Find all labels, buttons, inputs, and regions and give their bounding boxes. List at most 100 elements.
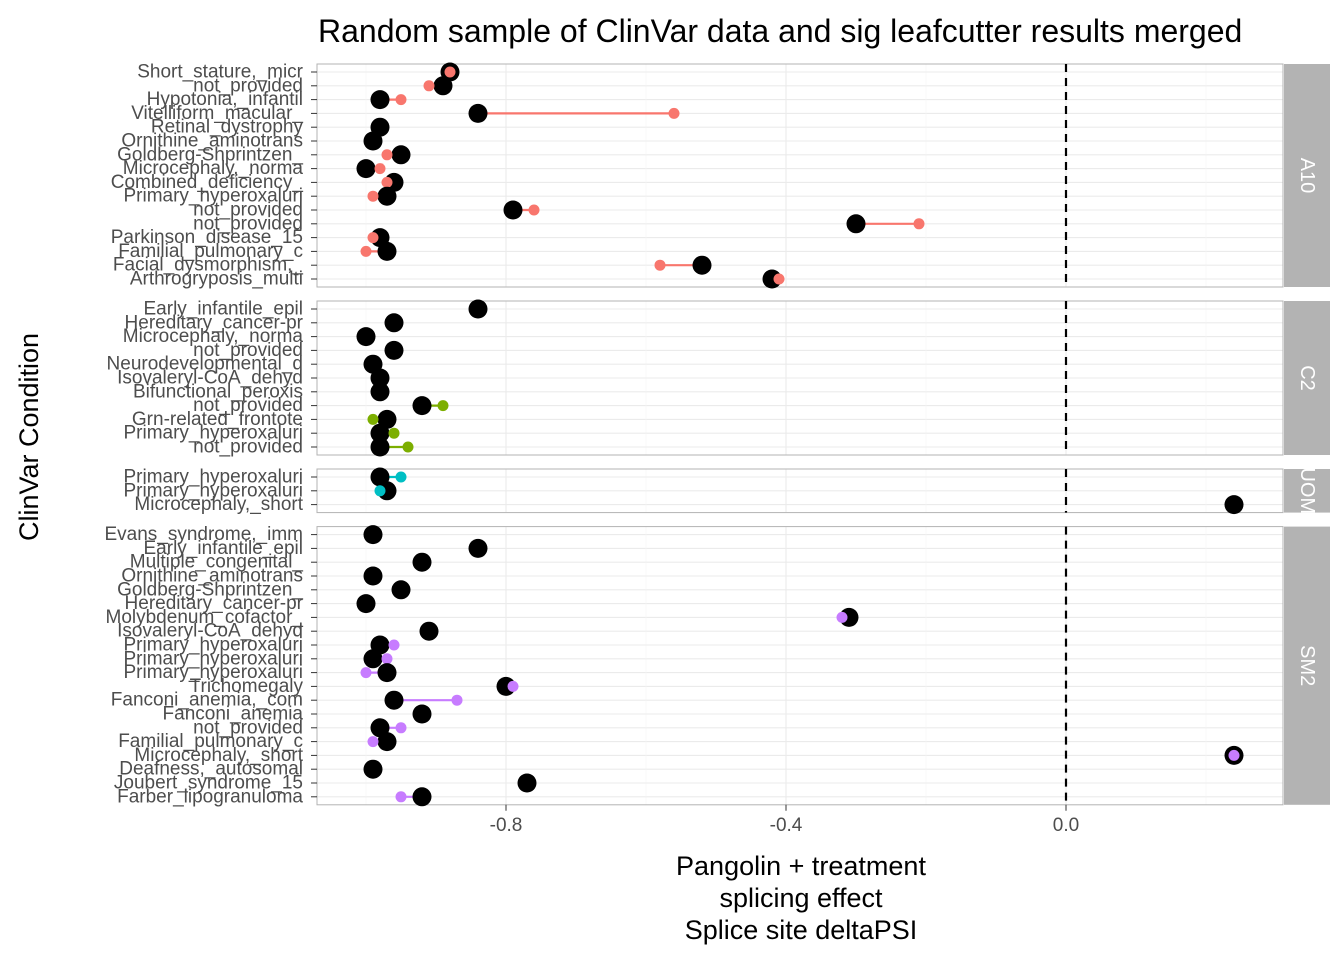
pangolin-point [377, 663, 397, 683]
facet-panels: A10 Short_stature,_micr not_provided Hypoto… [104, 62, 1330, 807]
pangolin-point [377, 241, 397, 261]
y-tick-label: not_provided [193, 437, 303, 458]
effect-point [388, 427, 400, 439]
y-tick-label: Joubert_syndrome_15 [114, 773, 303, 794]
pangolin-point [363, 525, 383, 545]
y-tick-label: Primary_hyperoxaluri [123, 467, 303, 488]
effect-point [773, 273, 785, 285]
effect-point [836, 611, 848, 623]
effect-point [395, 791, 407, 803]
y-tick-label: Trichomegaly [190, 676, 304, 697]
pangolin-point [419, 621, 439, 641]
y-tick-label: Vitelliform_macular_ [131, 103, 303, 124]
y-tick-label: Familial_pulmonary_c [118, 241, 303, 262]
effect-point [913, 218, 925, 230]
y-tick-label: Hypotonia,_infantil [147, 89, 303, 110]
effect-point [374, 163, 386, 175]
y-tick-label: not_provided [193, 717, 303, 738]
effect-point [668, 107, 680, 119]
y-tick-label: Evans_syndrome,_imm [104, 524, 303, 545]
y-tick-label: Grn-related_frontote [132, 409, 303, 430]
effect-point [402, 441, 414, 453]
pangolin-point [370, 382, 390, 402]
pangolin-point [377, 732, 397, 752]
y-tick-label: Primary_hyperoxaluri [123, 480, 303, 501]
pangolin-point [468, 103, 488, 123]
y-tick-label: Isovaleryl-CoA_dehyd [117, 368, 303, 389]
y-tick-label: Primary_hyperoxaluri [123, 648, 303, 669]
x-axis-ticks: -0.8 -0.4 0.0 [490, 804, 1079, 836]
y-tick-label: not_provided [193, 200, 303, 221]
pangolin-point [412, 552, 432, 572]
y-tick-label: Arthrogryposis_multi [130, 269, 303, 290]
facet-strip [1284, 526, 1330, 805]
effect-point [395, 94, 407, 106]
y-tick-label: Combined_deficiency_ [111, 172, 304, 193]
effect-point [507, 680, 519, 692]
y-tick-label: Facial_dysmorphism,_ [113, 255, 303, 276]
panel-c2: C2 Early_infantile_epilHereditary_cancer-… [107, 299, 1330, 458]
y-tick-label: Goldberg-Shprintzen_ [117, 144, 303, 165]
y-tick-label: Fanconi_anemia,_com [111, 690, 303, 711]
facet-strip [1284, 64, 1330, 287]
y-tick-label: Microcephaly,_norma [123, 326, 304, 347]
y-tick-label: Bifunctional_peroxis [133, 381, 303, 402]
y-tick-label: Primary_hyperoxaluri [123, 423, 303, 444]
pangolin-point [370, 90, 390, 110]
x-axis-title-line-1: Pangolin + treatment [676, 851, 926, 881]
y-tick-label: Primary_hyperoxaluri [123, 186, 303, 207]
pangolin-point [363, 131, 383, 151]
pangolin-point [1224, 495, 1244, 515]
effect-point [374, 485, 386, 497]
effect-point [367, 413, 379, 425]
effect-point [367, 736, 379, 748]
y-tick-label: Fanconi_anemia [163, 704, 304, 725]
y-tick-label: Hereditary_cancer-pr [125, 593, 304, 614]
y-tick-label: Familial_pulmonary_c [118, 731, 303, 752]
facet-strip-label: C2 [1296, 365, 1318, 391]
pangolin-point [363, 759, 383, 779]
effect-point [360, 245, 372, 257]
y-tick-label: Retinal_dystrophy [151, 117, 304, 138]
y-tick-label: Microcephaly,_short [134, 494, 303, 515]
y-tick-label: Short_stature,_micr [137, 62, 303, 83]
effect-point [367, 190, 379, 202]
y-tick-label: Deafness,_autosomal [119, 759, 303, 780]
y-tick-label: Early_infantile_epil [144, 538, 304, 559]
pangolin-point [370, 423, 390, 443]
pangolin-point [384, 313, 404, 333]
effect-point [437, 400, 449, 412]
effect-point [444, 66, 456, 78]
effect-point [1228, 749, 1240, 761]
y-tick-label: Goldberg-Shprintzen_ [117, 579, 303, 600]
pangolin-point [692, 255, 712, 275]
y-tick-label: Microcephaly,_norma [123, 158, 304, 179]
facet-strip-label: A10 [1296, 158, 1318, 194]
pangolin-point [391, 145, 411, 165]
x-tick-label: 0.0 [1053, 815, 1079, 836]
pangolin-point [356, 159, 376, 179]
x-tick-label: -0.4 [770, 815, 803, 836]
y-axis-title: ClinVar Condition [14, 333, 44, 541]
y-tick-label: Neurodevelopmental_d [107, 354, 303, 375]
x-axis-title-line-2: splicing effect [719, 883, 883, 913]
panel-uom: UOM Primary_hyperoxaluriPrimary_hyperoxal… [123, 467, 1330, 515]
pangolin-point [517, 773, 537, 793]
panel-border [316, 526, 1284, 806]
pangolin-point [370, 437, 390, 457]
facet-strip-label: SM2 [1296, 645, 1318, 686]
pangolin-point [468, 538, 488, 558]
x-tick-label: -0.8 [490, 815, 523, 836]
pangolin-point [363, 566, 383, 586]
y-tick-label: Primary_hyperoxaluri [123, 635, 303, 656]
pangolin-point [391, 580, 411, 600]
pangolin-point [412, 787, 432, 807]
effect-point [381, 653, 393, 665]
effect-point [381, 149, 393, 161]
effect-point [395, 471, 407, 483]
pangolin-point [412, 704, 432, 724]
y-tick-label: Multiple_congenital_ [130, 552, 304, 573]
pangolin-point [384, 690, 404, 710]
pangolin-point [377, 186, 397, 206]
